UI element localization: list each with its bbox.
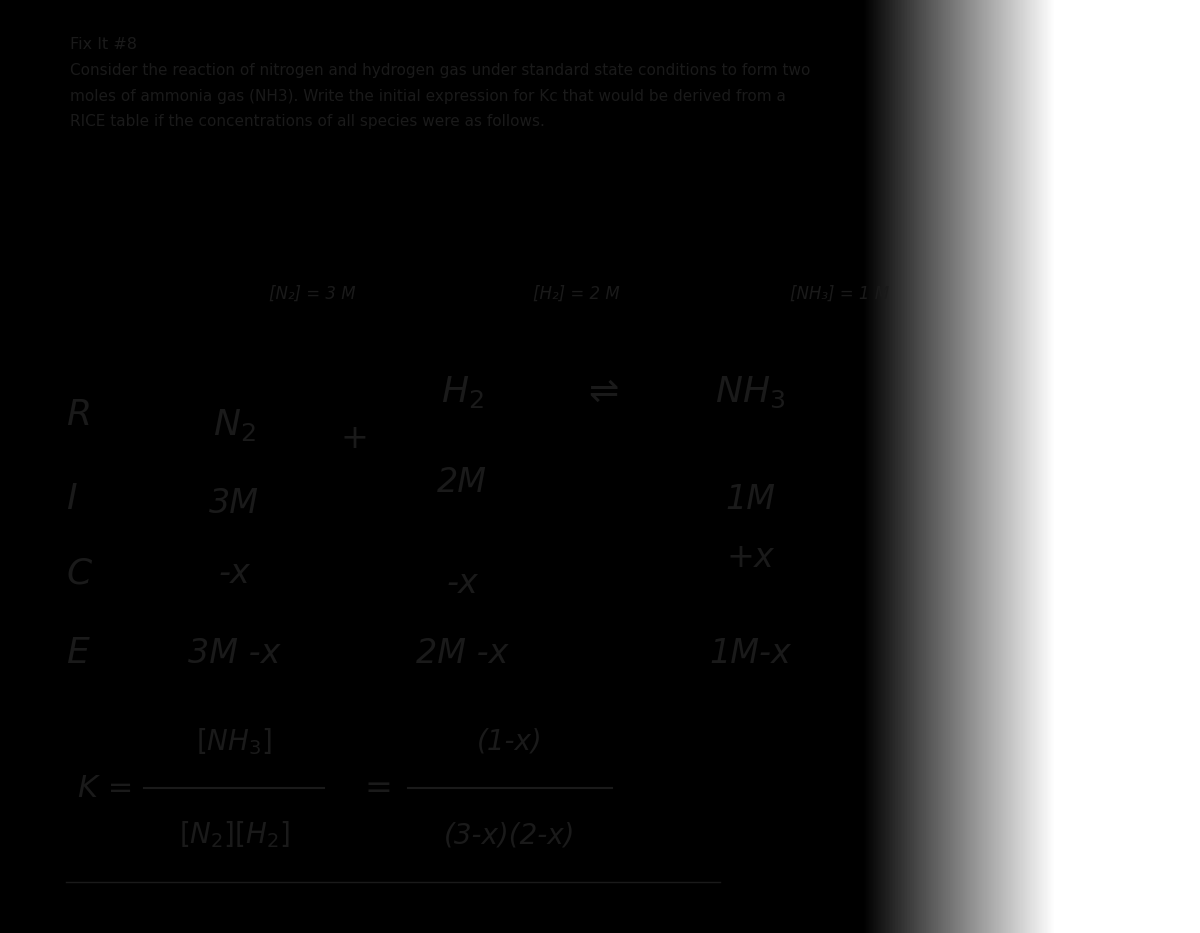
Text: $\mathit{H_2}$: $\mathit{H_2}$: [440, 374, 484, 410]
Text: moles of ammonia gas (NH3). Write the initial expression for Kc that would be de: moles of ammonia gas (NH3). Write the in…: [70, 89, 786, 104]
Text: $[NH_3]$: $[NH_3]$: [196, 726, 272, 758]
Text: [N₂] = 3 M: [N₂] = 3 M: [269, 285, 355, 303]
Text: I: I: [66, 482, 77, 516]
Text: 3M -x: 3M -x: [188, 636, 280, 670]
Text: $\mathit{N_2}$: $\mathit{N_2}$: [212, 407, 256, 442]
Text: RICE table if the concentrations of all species were as follows.: RICE table if the concentrations of all …: [70, 114, 545, 129]
Text: -x: -x: [446, 566, 478, 600]
Text: +x: +x: [726, 540, 774, 574]
Text: $\mathit{NH_3}$: $\mathit{NH_3}$: [715, 374, 785, 410]
Text: 2M: 2M: [437, 466, 487, 499]
Text: R: R: [66, 398, 91, 432]
Text: (1-x): (1-x): [478, 728, 542, 756]
Text: 1M: 1M: [725, 482, 775, 516]
Text: Fix It #8: Fix It #8: [70, 37, 137, 52]
Text: +: +: [340, 422, 368, 455]
Text: =: =: [364, 772, 392, 805]
Text: -x: -x: [218, 557, 250, 591]
Text: 2M -x: 2M -x: [416, 636, 508, 670]
Text: $\rightleftharpoons$: $\rightleftharpoons$: [581, 375, 619, 409]
Text: [NH₃] = 1 M: [NH₃] = 1 M: [791, 285, 889, 303]
Text: E: E: [66, 636, 89, 670]
Text: 3M: 3M: [209, 487, 259, 521]
Text: Consider the reaction of nitrogen and hydrogen gas under standard state conditio: Consider the reaction of nitrogen and hy…: [70, 63, 810, 78]
Text: [H₂] = 2 M: [H₂] = 2 M: [533, 285, 619, 303]
Text: (3-x)(2-x): (3-x)(2-x): [444, 821, 576, 849]
Text: K =: K =: [78, 773, 133, 803]
Text: $[N_2][H_2]$: $[N_2][H_2]$: [179, 819, 289, 851]
Text: C: C: [66, 557, 91, 591]
Text: 1M-x: 1M-x: [709, 636, 791, 670]
